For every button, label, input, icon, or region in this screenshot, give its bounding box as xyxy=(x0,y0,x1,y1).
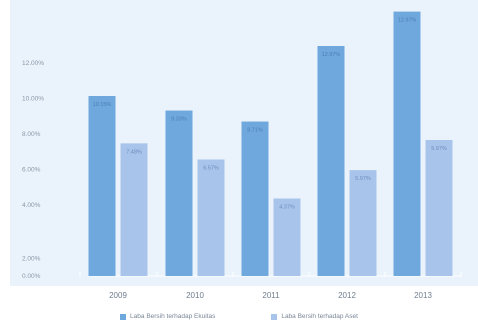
y-tick-label: 0.00% xyxy=(22,273,41,280)
data-label: 6.57% xyxy=(203,165,219,171)
data-label: 5.97% xyxy=(355,176,371,182)
bar-assets xyxy=(425,139,453,276)
bar-assets xyxy=(120,143,148,276)
x-tick-label: 2012 xyxy=(338,291,356,300)
legend-item-assets: Laba Bersih terhadap Aset xyxy=(271,313,358,320)
bar-assets xyxy=(197,159,225,276)
bar-assets xyxy=(273,198,301,276)
x-tick-label: 2013 xyxy=(414,291,432,300)
legend: Laba Bersih terhadap Ekuitas Laba Bersih… xyxy=(0,313,478,320)
y-tick-label: 2.00% xyxy=(22,255,41,262)
y-tick-label: 4.00% xyxy=(22,202,41,209)
x-tick-label: 2011 xyxy=(262,291,280,300)
data-label: 5.97% xyxy=(431,146,447,152)
legend-swatch-equity xyxy=(120,313,127,320)
y-tick-label: 6.00% xyxy=(22,167,41,174)
bar-equity xyxy=(165,110,193,276)
bar-equity xyxy=(241,121,269,276)
data-label: 12.97% xyxy=(398,18,417,24)
y-tick-label: 12.00% xyxy=(22,60,44,67)
bar-equity xyxy=(317,45,345,277)
bar-assets xyxy=(349,170,377,276)
y-tick-label: 8.00% xyxy=(22,131,41,138)
legend-swatch-assets xyxy=(271,313,278,320)
legend-item-equity: Laba Bersih terhadap Ekuitas xyxy=(120,313,215,320)
data-label: 9.33% xyxy=(171,117,187,123)
data-label: 7.48% xyxy=(126,149,142,155)
data-label: 12.97% xyxy=(322,52,341,58)
legend-label-equity: Laba Bersih terhadap Ekuitas xyxy=(130,313,216,320)
data-label: 10.15% xyxy=(93,102,112,108)
x-tick-label: 2009 xyxy=(109,291,127,300)
data-label: 8.71% xyxy=(247,128,263,134)
bar-equity xyxy=(88,96,116,276)
x-tick-label: 2010 xyxy=(186,291,204,300)
y-tick-label: 10.00% xyxy=(22,96,44,103)
legend-label-assets: Laba Bersih terhadap Aset xyxy=(281,313,358,320)
bar-equity xyxy=(393,11,421,276)
data-label: 4.37% xyxy=(279,205,295,211)
